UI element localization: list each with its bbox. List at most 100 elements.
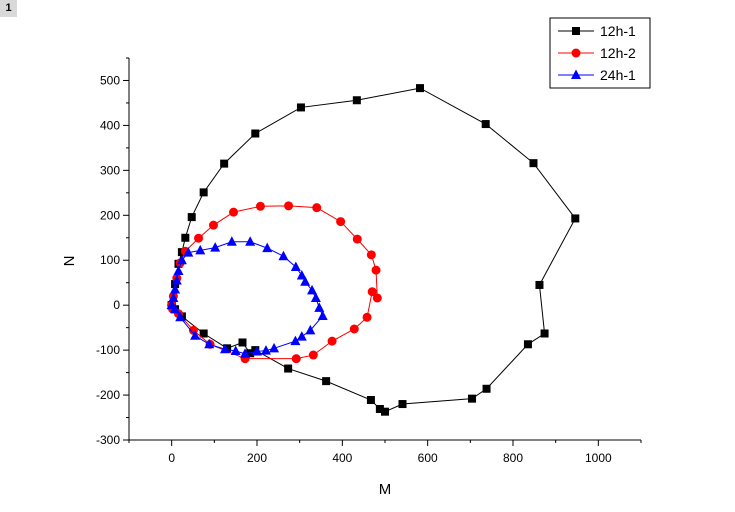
x-tick-label: 400 <box>332 451 352 465</box>
legend-item-12h-2: 12h-2 <box>558 45 636 61</box>
data-point <box>322 377 331 386</box>
legend-label: 12h-2 <box>600 45 636 61</box>
legend-label: 12h-1 <box>600 23 636 39</box>
data-point <box>195 244 206 255</box>
y-tick-label: 200 <box>100 208 120 222</box>
data-point <box>269 342 280 353</box>
data-point <box>300 276 311 286</box>
x-tick-label: 1000 <box>585 451 612 465</box>
legend-marker <box>571 48 581 58</box>
data-point <box>296 331 307 341</box>
data-point <box>175 311 186 322</box>
data-point <box>166 299 177 310</box>
y-tick-label: 500 <box>100 73 120 87</box>
data-point <box>251 129 260 138</box>
legend: 12h-1 12h-2 24h-1 <box>549 17 651 89</box>
legend-marker <box>571 69 581 79</box>
x-axis-title: M <box>379 481 392 498</box>
series-12h-2 <box>167 201 382 364</box>
data-point <box>371 265 381 275</box>
data-point <box>260 345 271 355</box>
data-point <box>362 312 372 322</box>
data-point <box>199 329 208 338</box>
y-tick-label: -200 <box>96 388 120 402</box>
data-point <box>181 233 190 242</box>
series-12h-1 <box>167 84 580 416</box>
data-point <box>284 364 293 373</box>
data-point <box>367 287 377 297</box>
data-point <box>352 96 361 105</box>
data-point <box>240 348 251 358</box>
y-tick-label: 300 <box>100 163 120 177</box>
data-point <box>284 201 294 211</box>
data-point <box>372 293 382 303</box>
data-point <box>375 404 384 413</box>
data-point <box>226 236 237 246</box>
data-point <box>523 340 532 349</box>
data-point <box>535 280 544 289</box>
data-point <box>183 247 194 257</box>
data-point <box>208 220 218 230</box>
data-point <box>190 330 201 340</box>
data-point <box>336 217 346 227</box>
y-tick-label: 100 <box>100 253 120 267</box>
data-point <box>310 292 321 302</box>
data-point <box>199 188 208 197</box>
data-point <box>366 250 376 260</box>
data-point <box>238 338 247 347</box>
data-point <box>220 343 230 354</box>
legend-marker <box>572 27 580 35</box>
data-point <box>229 207 239 217</box>
data-point <box>187 213 196 222</box>
data-point <box>173 265 184 276</box>
data-point <box>308 350 318 360</box>
axes: 0 200 400 600 800 1000 -300 -200 -100 0 100 200 300 4… <box>96 57 642 465</box>
y-tick-label: -300 <box>96 433 120 447</box>
x-tick-label: 800 <box>503 451 523 465</box>
data-point <box>540 329 549 338</box>
y-tick-label: 0 <box>113 298 120 312</box>
data-point <box>194 233 204 243</box>
series-24h-1 <box>166 236 328 358</box>
data-point <box>366 396 375 405</box>
data-point <box>255 201 265 211</box>
data-point <box>291 354 301 364</box>
data-point <box>314 302 325 312</box>
x-tick-label: 200 <box>247 451 267 465</box>
data-point <box>245 236 256 246</box>
data-point <box>529 159 538 168</box>
data-point <box>210 242 221 252</box>
legend-item-24h-1: 24h-1 <box>558 67 636 83</box>
data-point <box>176 254 187 265</box>
data-point <box>252 345 262 356</box>
data-point <box>482 384 491 393</box>
data-point <box>296 270 307 280</box>
data-point <box>290 335 301 346</box>
data-point <box>305 324 316 335</box>
data-point <box>204 338 215 349</box>
data-point <box>481 120 490 129</box>
data-point <box>246 349 255 358</box>
data-point <box>381 407 389 416</box>
data-point <box>220 159 229 168</box>
data-point <box>415 84 424 93</box>
series-layer <box>166 84 580 416</box>
legend-label: 24h-1 <box>600 67 636 83</box>
data-point <box>352 234 362 244</box>
data-point <box>317 310 328 320</box>
y-tick-label: 400 <box>100 118 120 132</box>
data-point <box>571 214 580 223</box>
panel-number-badge: 1 <box>0 0 17 17</box>
data-point <box>307 284 318 295</box>
data-point <box>278 250 289 261</box>
data-point <box>312 203 322 213</box>
data-point <box>262 242 273 253</box>
x-tick-label: 0 <box>168 451 175 465</box>
data-point <box>327 336 337 346</box>
y-tick-label: -100 <box>96 343 120 357</box>
data-point <box>349 324 359 334</box>
data-point <box>171 274 182 285</box>
data-point <box>398 400 407 409</box>
data-point <box>296 103 305 112</box>
